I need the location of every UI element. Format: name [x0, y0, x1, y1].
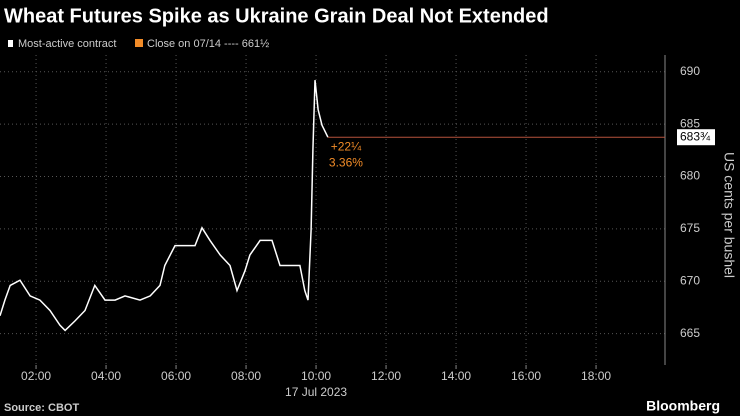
- y-axis-label: US cents per bushel: [721, 152, 737, 278]
- x-tick-label: 12:00: [371, 369, 401, 383]
- x-tick-label: 14:00: [441, 369, 471, 383]
- source: Source: CBOT: [4, 402, 79, 414]
- y-tick-label: 690: [680, 64, 700, 78]
- legend-label: Most-active contract: [18, 38, 116, 50]
- last-value-label: 683¾: [680, 129, 711, 143]
- x-date-label: 17 Jul 2023: [285, 385, 347, 399]
- legend-icon: [135, 39, 143, 47]
- x-tick-label: 16:00: [511, 369, 541, 383]
- annotation: 3.36%: [329, 155, 363, 169]
- price-line: [0, 80, 329, 332]
- y-tick-label: 685: [680, 116, 700, 130]
- y-tick-label: 670: [680, 273, 700, 287]
- y-tick-label: 680: [680, 169, 700, 183]
- x-tick-label: 18:00: [581, 369, 611, 383]
- chart-title: Wheat Futures Spike as Ukraine Grain Dea…: [4, 5, 549, 27]
- brand: Bloomberg: [646, 398, 720, 414]
- x-tick-label: 08:00: [231, 369, 261, 383]
- last-value-box: [677, 129, 715, 146]
- y-tick-label: 675: [680, 221, 700, 235]
- x-tick-label: 10:00: [301, 369, 331, 383]
- annotation: +22¼: [331, 139, 362, 153]
- x-tick-label: 04:00: [91, 369, 121, 383]
- legend-icon: [8, 40, 13, 47]
- x-tick-label: 06:00: [161, 369, 191, 383]
- legend-label: Close on 07/14 ---- 661½: [147, 38, 269, 50]
- x-tick-label: 02:00: [21, 369, 51, 383]
- y-tick-label: 665: [680, 326, 700, 340]
